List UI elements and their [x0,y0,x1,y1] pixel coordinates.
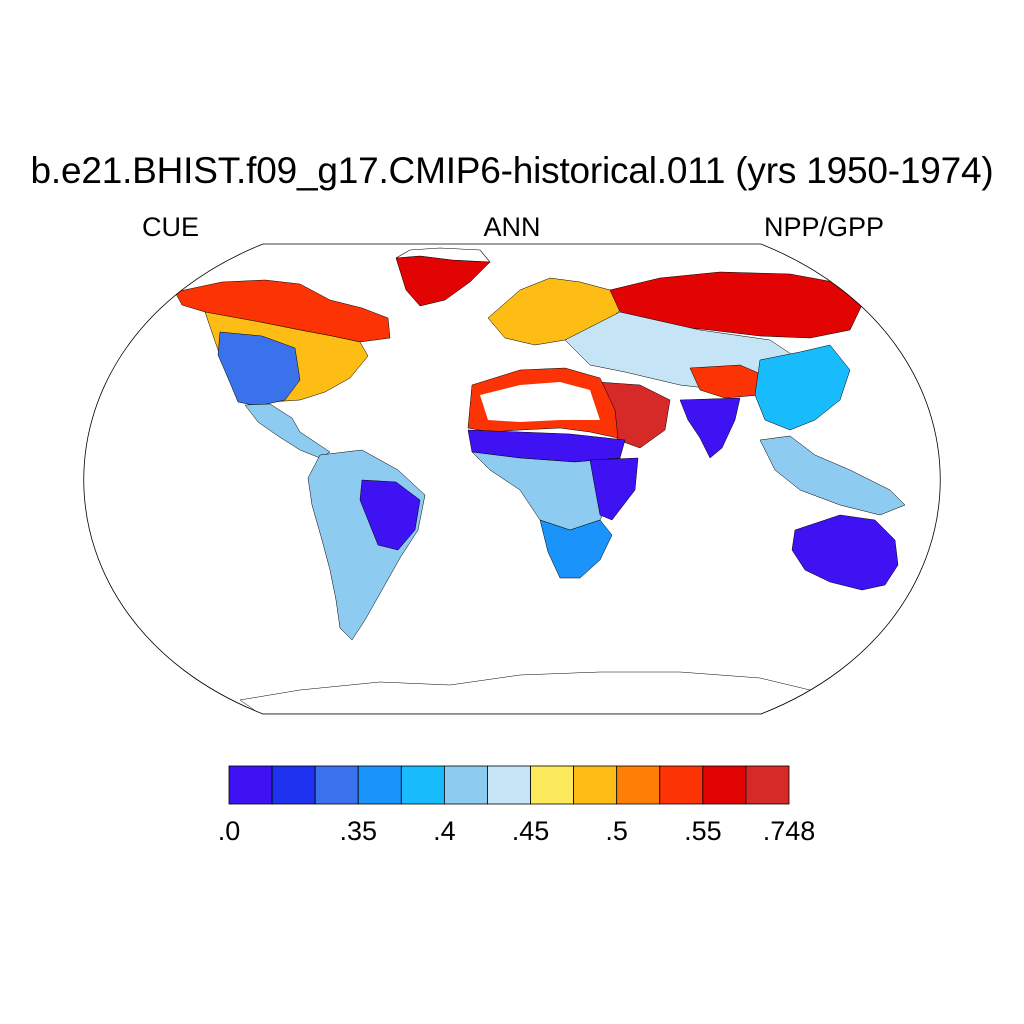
colorbar-box [228,765,273,805]
amazon-east [359,479,421,551]
colorbar-box [616,765,661,805]
southeast-asia [759,435,906,516]
colorbar-tick-label: .45 [512,816,550,846]
colorbar-tick-label: .748 [763,816,816,846]
colorbar-box [487,765,531,805]
colorbar-box [314,765,359,805]
figure-title: b.e21.BHIST.f09_g17.CMIP6-historical.011… [30,150,994,191]
colorbar-box [573,765,618,805]
season-label: ANN [483,212,541,242]
colorbar-tick-label: .5 [605,816,628,846]
southern-africa [539,519,613,579]
colorbar-box [659,765,704,805]
colorbar-box [443,765,488,805]
east-africa [589,457,639,521]
colorbar-tick-label: .55 [684,816,722,846]
central-america [244,403,331,459]
colorbar-box [702,765,747,805]
map-border [83,243,941,715]
colorbar-box [357,765,402,805]
colorbar-tick-label: .35 [339,816,377,846]
greenland-interior [395,247,491,263]
colorbar-tick-label: .4 [433,816,456,846]
colorbar-tick-label: .0 [218,816,241,846]
antarctica [239,671,811,714]
north-america-west [217,331,301,407]
sahara-interior [480,382,600,422]
ratio-label: NPP/GPP [763,212,884,242]
india [679,397,741,459]
variable-label: CUE [142,212,200,242]
east-asia [754,344,851,431]
colorbar-box [530,765,575,805]
colorbar-box [271,765,316,805]
colorbar-box [400,765,445,805]
australia [791,514,899,591]
colorbar-box [745,765,790,805]
